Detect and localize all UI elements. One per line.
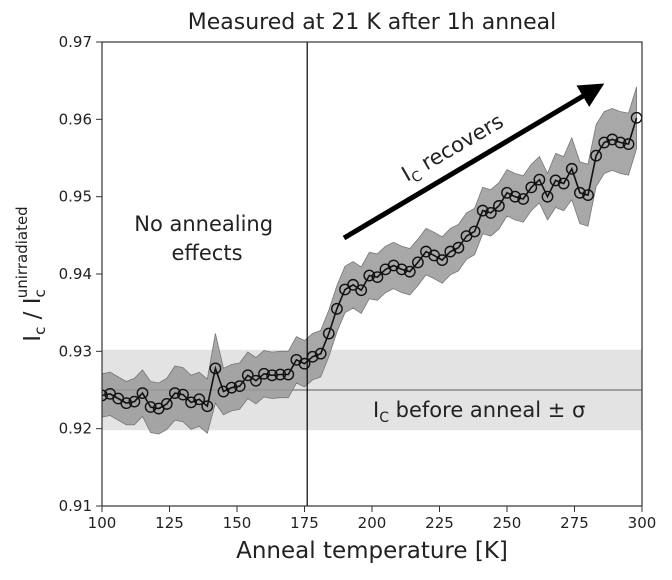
x-tick-label: 300 (628, 514, 657, 532)
y-axis-label-sub: c (31, 327, 49, 335)
annotation-before-anneal-main: I (373, 398, 379, 422)
data-point (193, 393, 206, 406)
series-line (102, 117, 638, 410)
data-point (468, 225, 481, 238)
y-axis-label-sup2: unirradiated (13, 206, 31, 298)
data-point (314, 347, 327, 360)
data-point (614, 136, 627, 149)
data-point (136, 387, 149, 399)
data-point (322, 327, 335, 340)
x-tick-label: 175 (290, 514, 319, 532)
data-point (606, 133, 619, 146)
data-point (541, 190, 554, 203)
data-point (249, 374, 262, 387)
x-axis-label: Anneal temperature [K] (236, 538, 508, 564)
y-tick-label: 0.92 (59, 420, 92, 438)
y-tick-label: 0.94 (59, 265, 92, 283)
x-tick-label: 200 (358, 514, 387, 532)
y-axis-label-sep: / I (20, 298, 46, 327)
data-point (492, 200, 505, 212)
data-point (225, 381, 238, 394)
plot-area (102, 42, 642, 506)
x-tick-label: 225 (425, 514, 454, 532)
data-point (168, 387, 181, 399)
y-axis-label: Ic / Icunirradiated (13, 206, 49, 341)
annotation-no-annealing-line2: effects (171, 241, 242, 265)
data-point (565, 162, 578, 175)
annotation-before-anneal: IC before anneal ± σ (373, 398, 585, 426)
data-point (330, 302, 343, 315)
x-tick-label: 100 (88, 514, 117, 532)
data-point (509, 190, 521, 203)
recovery-arrow (342, 83, 605, 241)
annotation-no-annealing: No annealing effects (134, 212, 280, 265)
data-point (160, 398, 173, 410)
y-tick-label: 0.95 (59, 188, 92, 206)
x-tick-label: 150 (223, 514, 252, 532)
data-point (258, 367, 270, 380)
data-point (371, 271, 384, 283)
data-point (209, 362, 222, 375)
x-tick-label: 250 (493, 514, 522, 532)
data-point (517, 193, 530, 205)
data-point (411, 256, 424, 269)
data-point (266, 369, 278, 382)
data-point (177, 388, 189, 401)
y-tick-label: 0.93 (59, 342, 92, 360)
data-point (363, 269, 376, 282)
data-point (582, 189, 594, 202)
data-point (185, 396, 198, 409)
data-point (144, 401, 157, 413)
data-point (452, 241, 465, 254)
data-point (395, 263, 408, 276)
x-tick-label: 275 (560, 514, 589, 532)
data-point (598, 136, 611, 149)
data-point (484, 207, 497, 219)
x-tick-label: 125 (155, 514, 184, 532)
data-point (549, 174, 562, 187)
data-point (533, 173, 546, 186)
chart-title: Measured at 21 K after 1h anneal (188, 10, 556, 35)
data-point (282, 368, 295, 381)
error-band (102, 86, 637, 435)
y-axis-label-sub2: c (31, 289, 49, 297)
data-point (128, 395, 141, 408)
data-point (476, 204, 489, 217)
data-point (574, 186, 586, 199)
y-tick-label: 0.96 (59, 110, 92, 128)
data-point (241, 369, 254, 382)
data-point (436, 254, 449, 266)
annotation-no-annealing-line1: No annealing (134, 212, 273, 236)
markers (102, 111, 642, 415)
y-tick-label: 0.97 (59, 33, 92, 51)
data-point (590, 149, 602, 162)
annotation-before-anneal-rest: before anneal ± σ (389, 398, 585, 422)
data-point (355, 284, 368, 297)
y-ticks: 0.91 0.92 0.93 0.94 0.95 0.96 0.97 (59, 33, 102, 515)
data-point (274, 368, 287, 381)
data-point (557, 177, 570, 190)
data-point (120, 397, 133, 410)
annotation-before-anneal-sub: C (379, 410, 389, 426)
y-tick-label: 0.91 (59, 497, 92, 515)
data-point (233, 380, 246, 393)
data-point (306, 350, 319, 363)
y-axis-label-main: I (20, 335, 46, 342)
data-point (298, 357, 311, 370)
data-point (347, 278, 359, 291)
data-point (525, 181, 538, 194)
x-ticks: 100 125 150 175 200 225 250 275 300 (88, 506, 657, 532)
data-point (201, 400, 214, 413)
data-point (622, 138, 635, 150)
data-point (403, 265, 416, 278)
